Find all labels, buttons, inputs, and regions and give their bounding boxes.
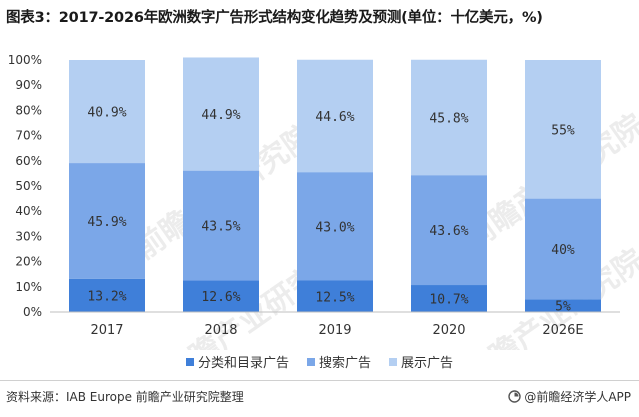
brand-logo-icon xyxy=(508,390,522,403)
x-tick-label: 2017 xyxy=(90,323,123,338)
data-label: 45.9% xyxy=(87,215,126,230)
legend-item-classified: 分类和目录广告 xyxy=(185,352,289,371)
data-label: 44.9% xyxy=(201,108,240,123)
x-tick-label: 2026E xyxy=(542,323,583,338)
bar-segment xyxy=(411,285,487,312)
footer-divider xyxy=(0,380,639,381)
y-tick-label: 60% xyxy=(15,154,42,168)
y-tick-label: 0% xyxy=(23,305,42,319)
y-axis: 0% 10% 20% 30% 40% 50% 60% 70% 80% 90% 100% xyxy=(8,53,42,319)
data-label: 10.7% xyxy=(429,293,468,308)
data-label: 43.5% xyxy=(201,219,240,234)
data-label: 12.5% xyxy=(315,290,354,305)
bar-segment xyxy=(411,175,487,286)
data-label: 44.6% xyxy=(315,110,354,125)
data-label: 40% xyxy=(551,243,575,258)
data-label: 40.9% xyxy=(87,106,126,121)
data-label: 12.6% xyxy=(201,290,240,305)
chart-title: 图表3：2017-2026年欧洲数字广告形式结构变化趋势及预测(单位：十亿美元，… xyxy=(6,10,543,26)
legend-swatch-display xyxy=(389,357,397,366)
data-label: 43.6% xyxy=(429,224,468,239)
bars: 13.2% 45.9% 40.9% 12.6% 43.5% 44.9% 12.5% 43.0%… xyxy=(69,57,601,315)
y-tick-label: 90% xyxy=(15,78,42,92)
bar-segment xyxy=(525,60,601,199)
brand-text: @前瞻经济学人APP xyxy=(524,390,631,404)
chart-area: 前瞻产业研究院前瞻产业研究院前瞻产业研究院前瞻产业研究院 0%10%20%30%… xyxy=(0,40,639,380)
data-label: 5% xyxy=(555,300,571,315)
data-label: 55% xyxy=(551,123,575,138)
legend-item-display: 展示广告 xyxy=(389,352,453,371)
y-tick-label: 40% xyxy=(15,204,42,218)
y-tick-label: 50% xyxy=(15,179,42,193)
legend-label-classified: 分类和目录广告 xyxy=(197,356,289,371)
x-axis: 2017 2018 2019 2020 2026E xyxy=(50,311,620,338)
data-label: 45.8% xyxy=(429,111,468,126)
stacked-bar-chart: 前瞻产业研究院前瞻产业研究院前瞻产业研究院前瞻产业研究院 0%10%20%30%… xyxy=(8,53,639,350)
bar-segment xyxy=(297,59,373,173)
y-tick-label: 100% xyxy=(8,53,42,67)
bar-segment xyxy=(525,198,601,300)
y-tick-label: 80% xyxy=(15,103,42,117)
bar-segment xyxy=(297,280,373,312)
bar-segment xyxy=(411,59,487,176)
data-label: 13.2% xyxy=(87,289,126,304)
brand-credit: @前瞻经济学人APP xyxy=(508,388,631,405)
legend-swatch-classified xyxy=(185,357,194,366)
source-note: 资料来源：IAB Europe 前瞻产业研究院整理 xyxy=(6,390,244,404)
legend-swatch-search xyxy=(306,357,315,366)
legend: 分类和目录广告 搜索广告 展示广告 xyxy=(0,352,639,371)
y-tick-label: 70% xyxy=(15,129,42,143)
legend-label-display: 展示广告 xyxy=(401,356,454,371)
bar-segment xyxy=(297,172,373,281)
bar-segment xyxy=(525,299,601,312)
x-tick-label: 2018 xyxy=(204,323,237,338)
data-label: 43.0% xyxy=(315,220,354,235)
y-tick-label: 20% xyxy=(15,255,42,269)
x-tick-label: 2019 xyxy=(318,323,351,338)
bar-segment xyxy=(183,280,259,312)
y-tick-label: 30% xyxy=(15,229,42,243)
legend-item-search: 搜索广告 xyxy=(306,352,371,371)
legend-label-search: 搜索广告 xyxy=(318,356,371,371)
bar-segment xyxy=(69,163,145,279)
x-tick-label: 2020 xyxy=(432,323,465,338)
bar-segment xyxy=(183,57,259,171)
y-tick-label: 10% xyxy=(15,280,42,294)
bar-segment xyxy=(69,60,145,164)
bar-segment xyxy=(69,278,145,312)
bar-segment xyxy=(183,170,259,281)
